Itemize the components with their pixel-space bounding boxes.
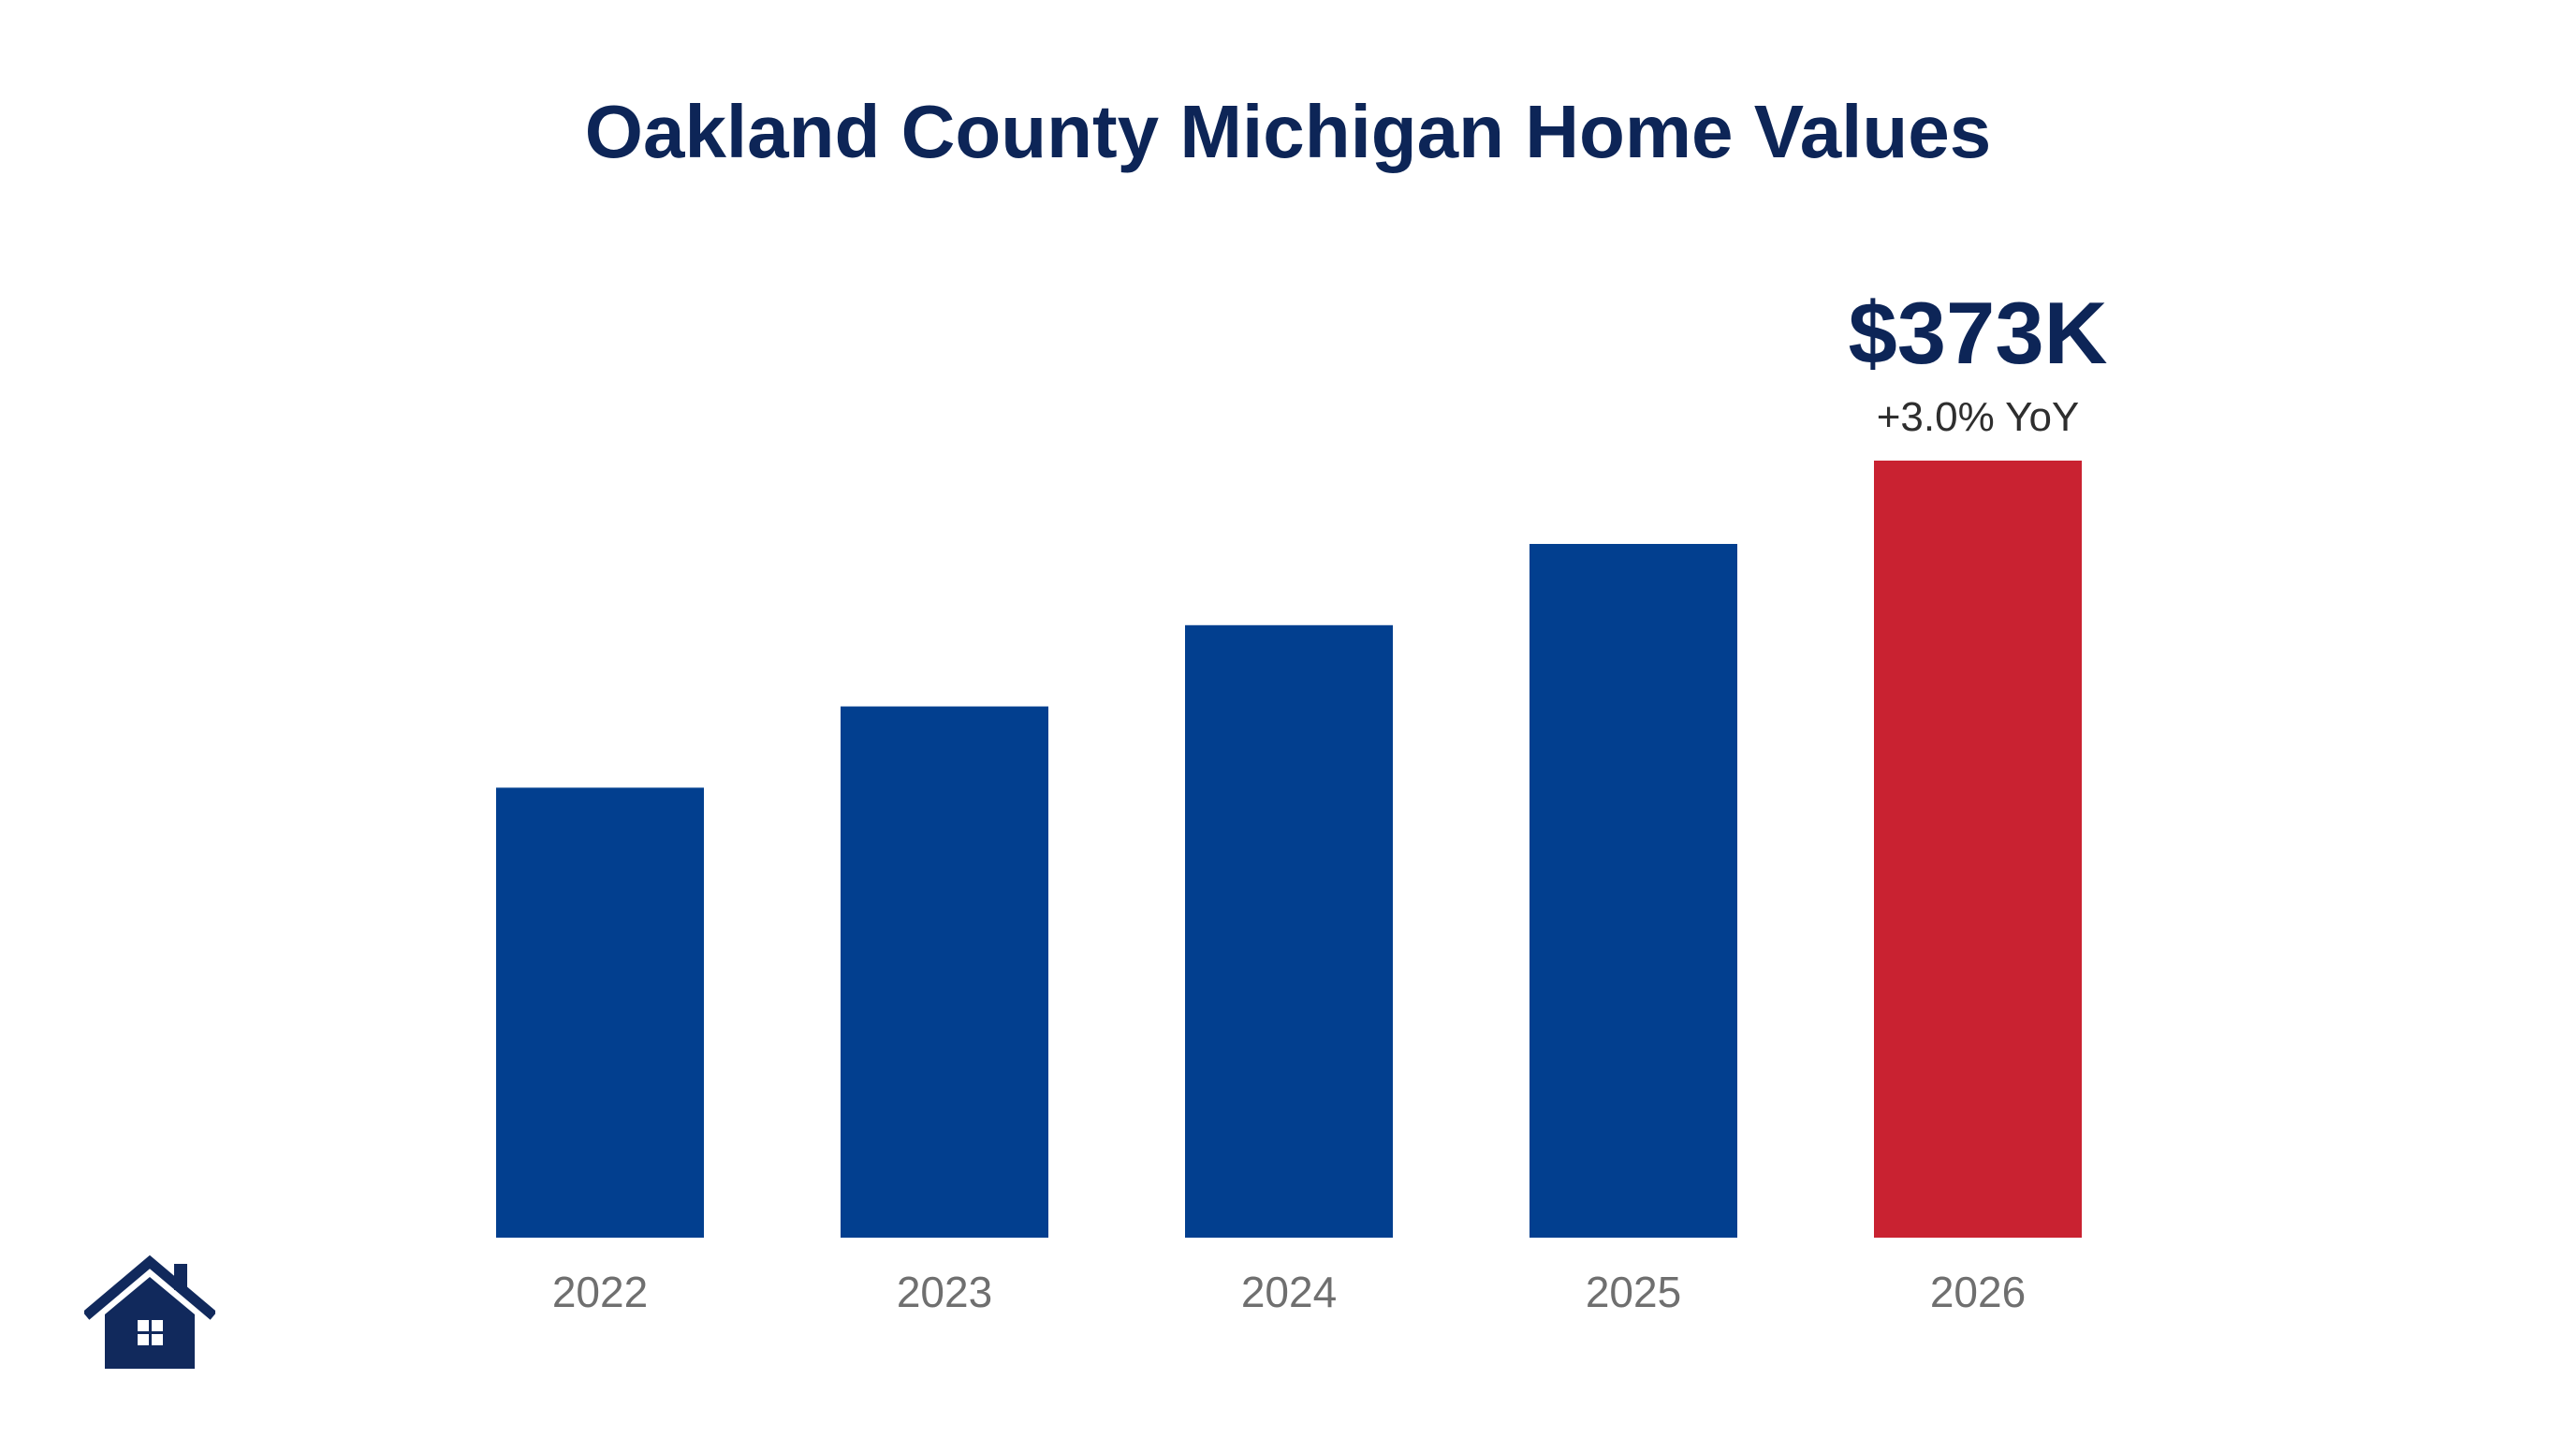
change-label-2026: +3.0% YoY (1877, 394, 2080, 440)
tick-label-2026: 2026 (1930, 1268, 2026, 1316)
tick-label-2022: 2022 (552, 1268, 648, 1316)
annotations-layer: $373K +3.0% YoY (1849, 284, 2108, 440)
bar-2022 (496, 787, 704, 1238)
bar-2026 (1874, 461, 2082, 1238)
tick-label-2023: 2023 (897, 1268, 992, 1316)
value-label-2026: $373K (1849, 284, 2108, 382)
bar-2024 (1185, 624, 1393, 1238)
tick-label-2025: 2025 (1586, 1268, 1681, 1316)
house-roof-shape (84, 1255, 215, 1320)
bar-2023 (841, 706, 1048, 1238)
bars-layer (496, 461, 2082, 1238)
house-chimney-shape (174, 1264, 187, 1290)
chart-title: Oakland County Michigan Home Values (585, 90, 1992, 173)
house-icon (84, 1255, 215, 1369)
bar-2025 (1530, 544, 1737, 1238)
tick-label-2024: 2024 (1241, 1268, 1337, 1316)
x-axis-tick-labels: 2022 2023 2024 2025 2026 (552, 1268, 2026, 1316)
house-window-shape (138, 1320, 163, 1345)
house-body-shape (105, 1277, 195, 1369)
